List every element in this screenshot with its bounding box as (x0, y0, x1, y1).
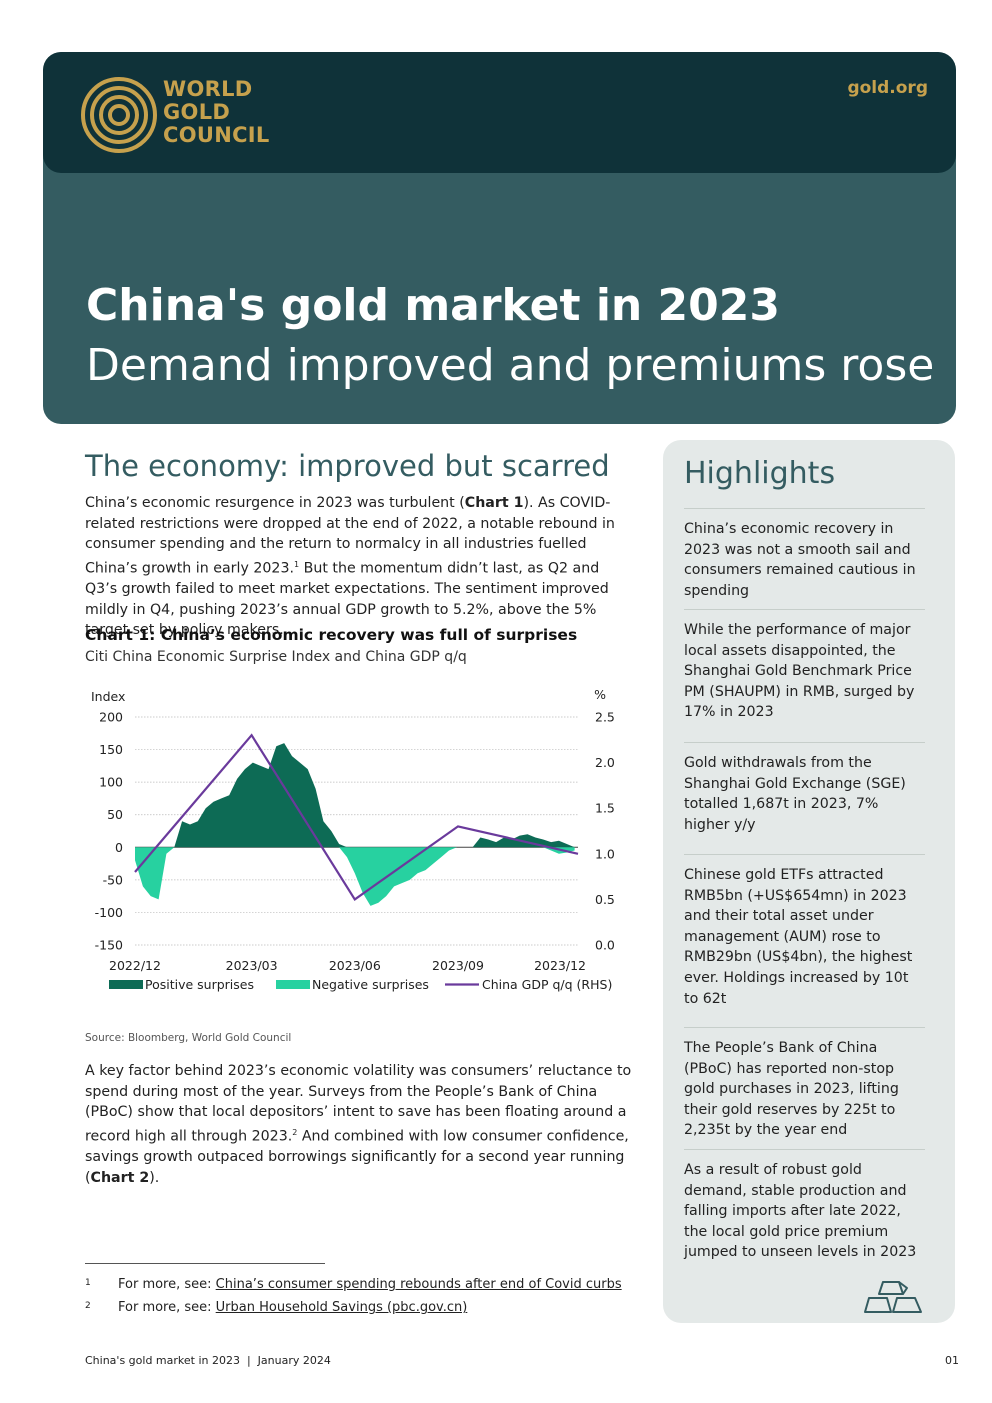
y-right-tick: 0.5 (595, 892, 615, 907)
highlight-item: Chinese gold ETFs attracted RMB5bn (+US$… (684, 867, 913, 1007)
footnote-prefix: For more, see: (118, 1277, 216, 1292)
world-gold-council-logo-icon (81, 77, 157, 153)
para1-text-d: But the momentum didn’t last, as Q2 and … (85, 560, 609, 639)
x-tick: 2023/06 (329, 958, 381, 973)
divider (684, 1027, 925, 1028)
footnote-ref-2[interactable]: 2 (292, 1127, 298, 1137)
y-right-label: % (594, 687, 606, 702)
footnote-ref-1[interactable]: 1 (293, 559, 300, 569)
legend-swatch-negative (276, 980, 310, 989)
chart1-ref: Chart 1 (464, 495, 524, 511)
highlight-item: China’s economic recovery in 2023 was no… (684, 521, 916, 599)
footnote-number: 1 (85, 1278, 91, 1288)
para2-text-d: ). (149, 1169, 160, 1186)
footer-text: China's gold market in 2023 | January 20… (85, 1354, 331, 1367)
y-left-tick: 0 (115, 840, 123, 855)
para1-text-a: China’s economic resurgence in 2023 was … (85, 495, 465, 511)
chart-1: Index % 200 150 100 50 0 -50 -100 -150 2.5 2.0 1.5 1.… (91, 687, 615, 992)
page-subtitle: Demand improved and premiums rose (86, 340, 935, 391)
para2-text-b: And combined with low consumer confidenc… (85, 1128, 629, 1186)
highlight-item: While the performance of major local ass… (684, 622, 915, 721)
logo-line-3: COUNCIL (163, 123, 270, 147)
y-left-tick: -100 (95, 905, 123, 920)
logo-line-2: GOLD (163, 100, 231, 124)
site-link[interactable]: gold.org (847, 78, 928, 98)
highlight-item: The People’s Bank of China (PBoC) has re… (684, 1040, 899, 1139)
chart2-ref: Chart 2 (90, 1169, 150, 1186)
y-right-tick: 2.0 (595, 755, 615, 770)
footnote-number: 2 (85, 1301, 91, 1311)
y-left-tick: 100 (99, 775, 123, 790)
divider (684, 508, 925, 509)
y-right-tick: 0.0 (595, 938, 615, 953)
legend-label-negative: Negative surprises (312, 977, 429, 992)
chart-title: Chart 1: China’s economic recovery was f… (85, 626, 578, 644)
chart-subtitle: Citi China Economic Surprise Index and C… (85, 649, 467, 665)
footnote-link-1[interactable]: China’s consumer spending rebounds after… (215, 1277, 622, 1292)
y-left-tick: 150 (99, 742, 123, 757)
y-left-label: Index (91, 689, 125, 704)
y-right-tick: 2.5 (595, 710, 615, 725)
highlight-item: Gold withdrawals from the Shanghai Gold … (684, 755, 906, 833)
para2-text-a: A key factor behind 2023’s economic vola… (85, 1063, 632, 1145)
y-left-tick: 50 (107, 807, 123, 822)
hero-banner: WORLD GOLD COUNCIL gold.org China's gold… (43, 52, 956, 424)
negative-surprises-area (135, 847, 575, 906)
logo-line-1: WORLD (163, 77, 253, 101)
gold-bars-icon (864, 1281, 922, 1313)
legend-swatch-positive (109, 980, 143, 989)
x-tick: 2023/03 (226, 958, 278, 973)
divider (684, 742, 925, 743)
footnote-prefix: For more, see: (118, 1300, 216, 1315)
divider (684, 854, 925, 855)
highlight-item: As a result of robust gold demand, stabl… (684, 1162, 917, 1261)
x-tick: 2023/12 (534, 958, 586, 973)
x-tick: 2023/09 (432, 958, 484, 973)
y-right-tick: 1.5 (595, 801, 615, 816)
footnote-2: 2 For more, see: Urban Household Savings … (85, 1300, 467, 1315)
y-left-tick: -150 (95, 938, 123, 953)
para1-text-c: ). As COVID-related restrictions were dr… (85, 495, 615, 577)
paragraph-2: A key factor behind 2023’s economic vola… (85, 1061, 635, 1188)
y-left-tick: -50 (103, 872, 123, 887)
top-band: WORLD GOLD COUNCIL gold.org (43, 52, 956, 173)
highlights-heading: Highlights (684, 456, 836, 491)
footnote-divider (85, 1263, 325, 1264)
divider (684, 609, 925, 610)
y-right-tick: 1.0 (595, 846, 615, 861)
highlights-panel: Highlights China’s economic recovery in … (663, 440, 955, 1323)
legend-label-gdp: China GDP q/q (RHS) (482, 977, 612, 992)
positive-surprises-area (135, 743, 575, 848)
x-tick: 2022/12 (109, 958, 161, 973)
section-heading: The economy: improved but scarred (85, 449, 610, 483)
page-number: 01 (945, 1354, 959, 1367)
paragraph-1: China’s economic resurgence in 2023 was … (85, 493, 635, 641)
footnote-1: 1 For more, see: China’s consumer spendin… (85, 1277, 622, 1292)
divider (684, 1149, 925, 1150)
footnote-link-2[interactable]: Urban Household Savings (pbc.gov.cn) (215, 1300, 468, 1315)
y-left-tick: 200 (99, 710, 123, 725)
logo-wordmark: WORLD GOLD COUNCIL (163, 78, 270, 147)
chart-source: Source: Bloomberg, World Gold Council (85, 1032, 292, 1044)
legend-label-positive: Positive surprises (145, 977, 254, 992)
page-title: China's gold market in 2023 (86, 280, 781, 331)
